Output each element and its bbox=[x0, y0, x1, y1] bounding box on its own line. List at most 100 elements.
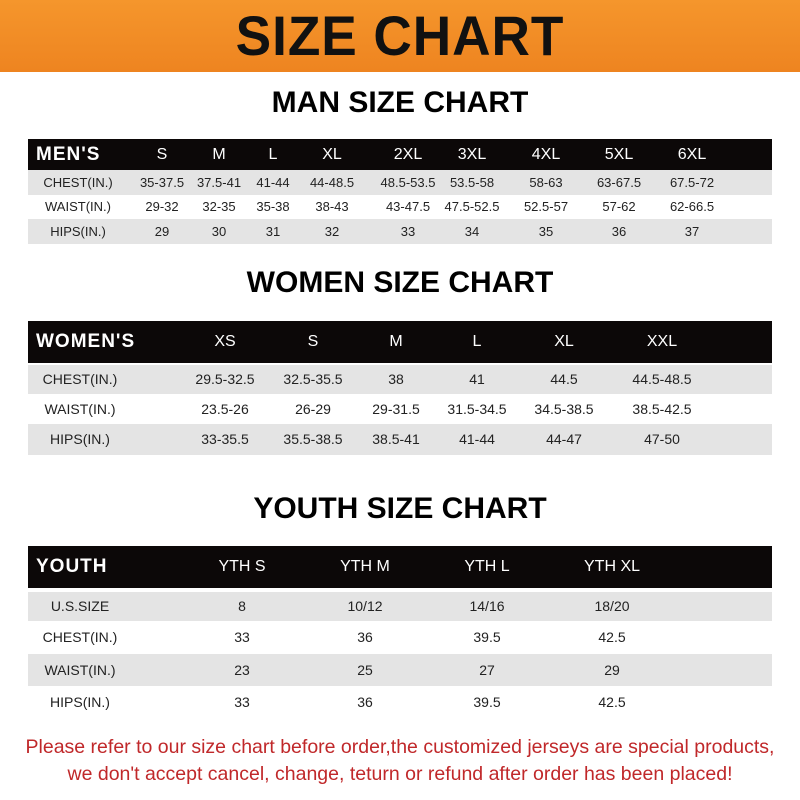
table-cell: 53.5-58 bbox=[449, 175, 495, 190]
size-header-cell: 2XL bbox=[393, 146, 423, 163]
table-cell: 33-35.5 bbox=[201, 431, 249, 447]
table-cell: 38 bbox=[388, 371, 404, 387]
table-cell: 26-29 bbox=[295, 401, 331, 417]
title-banner: SIZE CHART bbox=[0, 0, 800, 72]
table-row: U.S.SIZE 8 10/12 14/16 18/20 bbox=[28, 592, 772, 621]
table-cell: 62-66.5 bbox=[669, 199, 715, 214]
table-cell: 29-31.5 bbox=[372, 401, 420, 417]
table-cell: 52.5-57 bbox=[523, 199, 569, 214]
table-cell: 31.5-34.5 bbox=[447, 401, 507, 417]
table-row: CHEST(IN.) 35-37.5 37.5-41 41-44 44-48.5 48.5… bbox=[28, 170, 772, 195]
table-cell: 44-47 bbox=[546, 431, 582, 447]
women-size-table: WOMEN'S XS S M L XL XXL CHEST(IN.) 29.5-32.5 32.5… bbox=[28, 321, 772, 455]
table-cell: 35-37.5 bbox=[139, 175, 185, 190]
table-cell: 38.5-41 bbox=[372, 431, 420, 447]
table-cell: 29-32 bbox=[145, 199, 179, 214]
row-label: U.S.SIZE bbox=[50, 598, 110, 614]
table-cell: 35-38 bbox=[256, 199, 290, 214]
size-header-cell: L bbox=[268, 146, 278, 163]
table-row: WAIST(IN.) 23 25 27 29 bbox=[28, 654, 772, 686]
table-cell: 10/12 bbox=[347, 598, 383, 614]
table-cell: 25 bbox=[357, 662, 373, 678]
table-cell: 42.5 bbox=[598, 629, 626, 645]
table-cell: 34.5-38.5 bbox=[534, 401, 594, 417]
table-row: WAIST(IN.) 29-32 32-35 35-38 38-43 43-47.5 47.… bbox=[28, 195, 772, 219]
table-cell: 33 bbox=[234, 694, 250, 710]
table-cell: 39.5 bbox=[473, 629, 501, 645]
table-cell: 8 bbox=[238, 598, 246, 614]
women-header-row: WOMEN'S XS S M L XL XXL bbox=[28, 321, 772, 363]
table-cell: 41-44 bbox=[256, 175, 290, 190]
size-header-cell: S bbox=[156, 146, 168, 163]
table-cell: 32-35 bbox=[202, 199, 236, 214]
table-cell: 14/16 bbox=[469, 598, 505, 614]
size-header-cell: XXL bbox=[646, 333, 678, 350]
size-header-cell: YTH L bbox=[464, 558, 510, 575]
size-header-cell: 5XL bbox=[604, 146, 634, 163]
page-title: SIZE CHART bbox=[235, 4, 565, 67]
row-label: WAIST(IN.) bbox=[44, 401, 116, 417]
row-label: CHEST(IN.) bbox=[42, 371, 118, 387]
table-cell: 48.5-53.5 bbox=[380, 175, 436, 190]
order-notice-line-1: Please refer to our size chart before or… bbox=[25, 736, 775, 758]
table-cell: 33 bbox=[400, 224, 416, 239]
table-cell: 44-48.5 bbox=[309, 175, 355, 190]
table-cell: 43-47.5 bbox=[385, 199, 431, 214]
table-cell: 18/20 bbox=[594, 598, 630, 614]
table-cell: 35.5-38.5 bbox=[283, 431, 343, 447]
size-header-cell: 6XL bbox=[677, 146, 707, 163]
youth-header-row: YOUTH YTH S YTH M YTH L YTH XL bbox=[28, 546, 772, 588]
row-label: HIPS(IN.) bbox=[50, 431, 110, 447]
table-cell: 37 bbox=[684, 224, 700, 239]
table-row: HIPS(IN.) 33 36 39.5 42.5 bbox=[28, 686, 772, 718]
table-row: WAIST(IN.) 23.5-26 26-29 29-31.5 31.5-34.5 34… bbox=[28, 394, 772, 424]
table-cell: 38.5-42.5 bbox=[632, 401, 692, 417]
table-title-cell: MEN'S bbox=[36, 144, 101, 165]
table-cell: 29.5-32.5 bbox=[195, 371, 255, 387]
table-cell: 34 bbox=[464, 224, 480, 239]
table-title-cell: YOUTH bbox=[36, 556, 108, 577]
table-cell: 39.5 bbox=[473, 694, 501, 710]
table-cell: 58-63 bbox=[529, 175, 563, 190]
table-cell: 36 bbox=[357, 694, 373, 710]
table-cell: 29 bbox=[604, 662, 620, 678]
table-cell: 32.5-35.5 bbox=[283, 371, 343, 387]
table-cell: 36 bbox=[357, 629, 373, 645]
table-cell: 37.5-41 bbox=[196, 175, 242, 190]
table-title-cell: WOMEN'S bbox=[36, 331, 136, 352]
table-cell: 29 bbox=[154, 224, 170, 239]
table-cell: 23.5-26 bbox=[201, 401, 249, 417]
size-header-cell: YTH XL bbox=[583, 558, 641, 575]
table-cell: 27 bbox=[479, 662, 495, 678]
size-header-cell: XS bbox=[214, 333, 236, 350]
table-cell: 35 bbox=[538, 224, 554, 239]
table-cell: 33 bbox=[234, 629, 250, 645]
row-label: CHEST(IN.) bbox=[43, 175, 113, 190]
size-header-cell: 3XL bbox=[457, 146, 487, 163]
size-header-cell: M bbox=[212, 146, 226, 163]
size-header-cell: 4XL bbox=[531, 146, 561, 163]
row-label: HIPS(IN.) bbox=[50, 224, 106, 239]
table-cell: 23 bbox=[234, 662, 250, 678]
table-cell: 63-67.5 bbox=[596, 175, 642, 190]
men-section-title: MAN SIZE CHART bbox=[271, 86, 529, 119]
table-cell: 41 bbox=[469, 371, 485, 387]
table-cell: 31 bbox=[265, 224, 281, 239]
table-cell: 47.5-52.5 bbox=[444, 199, 500, 214]
table-row: CHEST(IN.) 29.5-32.5 32.5-35.5 38 41 44.5 44.5… bbox=[28, 365, 772, 394]
table-cell: 44.5 bbox=[550, 371, 578, 387]
row-label: CHEST(IN.) bbox=[42, 629, 118, 645]
table-cell: 32 bbox=[324, 224, 340, 239]
row-label: WAIST(IN.) bbox=[45, 199, 111, 214]
table-cell: 44.5-48.5 bbox=[632, 371, 692, 387]
table-row: CHEST(IN.) 33 36 39.5 42.5 bbox=[28, 621, 772, 654]
order-notice-line-2: we don't accept cancel, change, teturn o… bbox=[67, 763, 733, 785]
size-header-cell: S bbox=[307, 333, 319, 350]
men-size-table: MEN'S S M L XL 2XL 3XL 4XL 5XL 6XL CHEST(IN.) 35-37… bbox=[28, 139, 772, 244]
table-cell: 38-43 bbox=[315, 199, 349, 214]
row-label: HIPS(IN.) bbox=[50, 694, 110, 710]
table-cell: 30 bbox=[211, 224, 227, 239]
table-cell: 57-62 bbox=[602, 199, 636, 214]
row-label: WAIST(IN.) bbox=[44, 662, 116, 678]
